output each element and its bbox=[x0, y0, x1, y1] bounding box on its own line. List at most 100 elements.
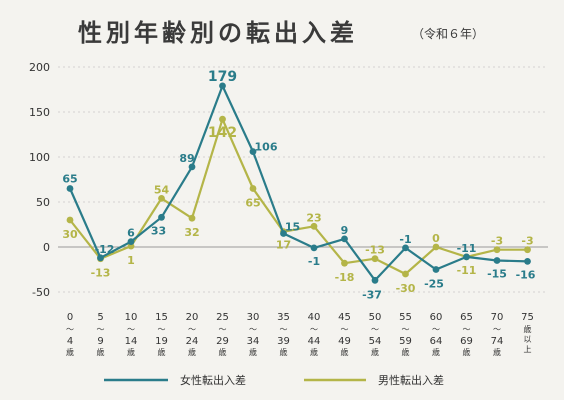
y-tick-label: 0 bbox=[43, 241, 50, 254]
data-label-female: 15 bbox=[285, 221, 300, 234]
data-label-female: -16 bbox=[516, 268, 536, 281]
y-tick-label: -50 bbox=[32, 286, 50, 299]
data-label-male: 142 bbox=[208, 125, 237, 141]
x-tick-label-end: 59 bbox=[399, 336, 412, 347]
x-tick-suffix: 以 bbox=[524, 335, 532, 344]
data-label-female: 106 bbox=[255, 141, 278, 154]
x-tick-suffix: 歳 bbox=[341, 347, 349, 357]
data-label-male: -11 bbox=[457, 264, 477, 277]
data-point-female bbox=[402, 244, 409, 252]
x-tick-suffix: 歳 bbox=[97, 347, 105, 357]
data-point-male bbox=[524, 246, 531, 254]
x-tick-label-start: 65 bbox=[460, 312, 473, 323]
data-label-female: 179 bbox=[208, 69, 237, 85]
data-label-male: -3 bbox=[521, 235, 533, 248]
data-label-female: 89 bbox=[179, 152, 194, 165]
x-tick-tilde: ～ bbox=[402, 325, 410, 334]
data-point-female bbox=[127, 238, 135, 246]
data-label-male: 32 bbox=[184, 226, 199, 239]
x-tick-suffix: 歳 bbox=[127, 347, 135, 357]
data-point-female bbox=[371, 276, 379, 284]
x-tick-tilde: ～ bbox=[341, 325, 349, 334]
x-tick-label-end: 14 bbox=[125, 336, 138, 347]
data-point-male bbox=[310, 222, 318, 230]
x-tick-label-start: 30 bbox=[247, 312, 260, 323]
data-point-male bbox=[371, 255, 379, 263]
x-tick-suffix: 歳 bbox=[524, 324, 532, 334]
y-tick-label: 100 bbox=[29, 151, 50, 164]
data-point-female bbox=[280, 230, 287, 237]
x-tick-suffix: 歳 bbox=[219, 347, 227, 357]
data-label-male: -13 bbox=[365, 244, 385, 257]
data-label-male: -18 bbox=[335, 271, 355, 284]
x-tick-label-start: 10 bbox=[125, 312, 138, 323]
data-label-male: 23 bbox=[306, 211, 321, 224]
x-tick-tilde: ～ bbox=[66, 325, 74, 334]
x-tick-tilde: ～ bbox=[97, 325, 105, 334]
x-tick-label-start: 70 bbox=[491, 312, 504, 323]
data-label-male: 1 bbox=[127, 254, 135, 267]
x-tick-label-end: 34 bbox=[247, 336, 260, 347]
data-point-female bbox=[188, 163, 196, 171]
data-point-male bbox=[219, 115, 226, 123]
x-tick-suffix: 歳 bbox=[158, 347, 166, 357]
data-label-male: 30 bbox=[62, 228, 78, 241]
data-label-female: -12 bbox=[95, 243, 115, 256]
x-tick-tilde: ～ bbox=[188, 325, 196, 334]
data-label-female: -15 bbox=[487, 268, 507, 281]
x-tick-label-start: 55 bbox=[399, 312, 412, 323]
data-label-female: -1 bbox=[308, 255, 320, 268]
x-tick-tilde: ～ bbox=[280, 325, 288, 334]
x-tick-label-start: 35 bbox=[277, 312, 290, 323]
data-label-male: 65 bbox=[245, 197, 260, 210]
data-label-female: 6 bbox=[127, 227, 135, 240]
data-point-male bbox=[158, 195, 165, 202]
data-label-female: -37 bbox=[362, 288, 382, 301]
x-tick-label-start: 20 bbox=[186, 312, 199, 323]
data-point-female bbox=[493, 257, 501, 264]
x-tick-label-end: 29 bbox=[216, 336, 229, 347]
x-tick-label-end: 19 bbox=[155, 336, 168, 347]
data-point-female bbox=[66, 185, 74, 192]
x-tick-label-end: 64 bbox=[430, 336, 443, 347]
x-tick-label-start: 40 bbox=[308, 312, 321, 323]
x-tick-suffix: 歳 bbox=[432, 347, 440, 357]
data-point-male bbox=[66, 216, 74, 224]
data-point-female bbox=[432, 266, 440, 273]
x-tick-label-start: 60 bbox=[430, 312, 443, 323]
data-point-female bbox=[97, 254, 104, 262]
data-point-male bbox=[432, 243, 440, 251]
x-tick-suffix: 歳 bbox=[402, 347, 410, 357]
x-tick-label-end: 44 bbox=[308, 336, 321, 347]
chart-title: 性別年齢別の転出入差 bbox=[78, 19, 358, 47]
data-point-male bbox=[493, 246, 501, 254]
x-tick-tilde: ～ bbox=[249, 325, 257, 334]
data-label-male: -3 bbox=[491, 235, 503, 248]
data-point-female bbox=[463, 253, 470, 261]
x-tick-suffix: 歳 bbox=[66, 347, 74, 357]
x-tick-label-start: 45 bbox=[338, 312, 351, 323]
data-point-female bbox=[524, 258, 531, 265]
data-label-female: -1 bbox=[399, 233, 411, 246]
x-tick-tilde: ～ bbox=[127, 325, 135, 334]
x-tick-suffix: 歳 bbox=[188, 347, 196, 357]
data-point-male bbox=[188, 214, 196, 222]
data-point-female bbox=[249, 148, 257, 156]
data-label-male: -13 bbox=[91, 267, 111, 280]
x-tick-tilde: ～ bbox=[310, 325, 318, 334]
x-tick-tilde: ～ bbox=[463, 325, 471, 334]
x-tick-tilde: ～ bbox=[219, 325, 227, 334]
x-tick-label-end: 39 bbox=[277, 336, 290, 347]
data-point-male bbox=[402, 270, 409, 278]
data-label-male: 54 bbox=[154, 183, 170, 196]
legend-label-female: 女性転出入差 bbox=[180, 373, 246, 387]
x-tick-tilde: ～ bbox=[371, 325, 379, 334]
data-label-male: 17 bbox=[276, 239, 291, 252]
y-tick-label: 50 bbox=[36, 196, 50, 209]
x-tick-label-start: 0 bbox=[67, 312, 73, 323]
data-label-male: 0 bbox=[432, 232, 440, 245]
data-point-female bbox=[158, 213, 165, 221]
x-tick-label-start: 75 bbox=[521, 312, 534, 323]
data-label-female: 33 bbox=[151, 224, 166, 237]
